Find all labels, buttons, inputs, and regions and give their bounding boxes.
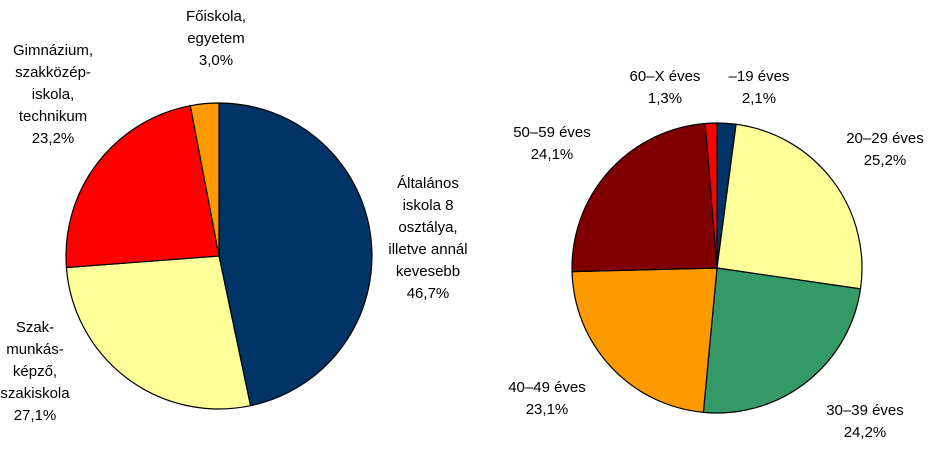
pie-slice (189, 102, 220, 257)
slice-name-line: 20–29 éves (846, 130, 924, 147)
slice-percent: 23,2% (32, 130, 75, 147)
slice-name-line: szakiskola (0, 385, 70, 402)
slice-name-line: kevesebb (396, 263, 460, 280)
slice-name-line: Általános (397, 175, 459, 192)
slice-percent: 27,1% (14, 407, 57, 424)
education-pie: Általános iskola 8 osztálya, illetve annál k… (0, 8, 467, 424)
slice-percent: 24,2% (844, 424, 887, 441)
slice-name-line: Szak- (16, 319, 54, 336)
slice-name-line: technikum (19, 108, 87, 125)
slice-name-line: 40–49 éves (508, 379, 586, 396)
slice-name-line: Gimnázium, (13, 42, 93, 59)
slice-percent: 3,0% (199, 52, 233, 69)
slice-name-line: 50–59 éves (513, 124, 591, 141)
pie-slice (716, 123, 863, 290)
pie-slice (218, 102, 373, 407)
slice-name-line: iskola 8 (403, 197, 454, 214)
pie-slice (65, 255, 252, 410)
slice-name-line: iskola, (32, 86, 75, 103)
slice-name-line: egyetem (187, 30, 245, 47)
slice-percent: 25,2% (864, 152, 907, 169)
age-pie: –19 éves 2,1% 20–29 éves 25,2% 30–39 éves 24,… (508, 68, 924, 441)
slice-label: –19 éves 2,1% (729, 68, 790, 107)
slice-name-line: illetve annál (388, 241, 467, 258)
slice-percent: 2,1% (742, 90, 776, 107)
pie-slice (702, 267, 862, 414)
slice-name-line: képző, (13, 363, 57, 380)
slice-label: 40–49 éves 23,1% (508, 379, 586, 418)
slice-name-line: Főiskola, (186, 8, 246, 25)
slice-label: Főiskola, egyetem 3,0% (186, 8, 246, 69)
pie-slice (704, 122, 718, 269)
pie-slice (571, 267, 718, 413)
slice-name-line: szakközép- (15, 64, 91, 81)
slice-label: Gimnázium, szakközép-iskola, technikum 23,2… (13, 42, 93, 147)
slice-name-line: 30–39 éves (826, 402, 904, 419)
slice-name-line: 60–X éves (630, 68, 701, 85)
slice-name-line: munkás- (6, 341, 64, 358)
slice-label: Általános iskola 8 osztálya, illetve annál k… (388, 175, 467, 302)
slice-label: 20–29 éves 25,2% (846, 130, 924, 169)
slice-name-line: –19 éves (729, 68, 790, 85)
pie-slice (571, 122, 718, 273)
pie-slice (65, 105, 220, 269)
slice-label: Szak-munkás-képző, szakiskola 27,1% (0, 319, 70, 424)
slice-percent: 1,3% (648, 90, 682, 107)
slice-percent: 46,7% (407, 285, 450, 302)
slice-label: 60–X éves 1,3% (630, 68, 701, 107)
slice-label: 50–59 éves 24,1% (513, 124, 591, 163)
slice-label: 30–39 éves 24,2% (826, 402, 904, 441)
slice-percent: 23,1% (526, 401, 569, 418)
slice-name-line: osztálya, (398, 219, 457, 236)
slice-percent: 24,1% (531, 146, 574, 163)
